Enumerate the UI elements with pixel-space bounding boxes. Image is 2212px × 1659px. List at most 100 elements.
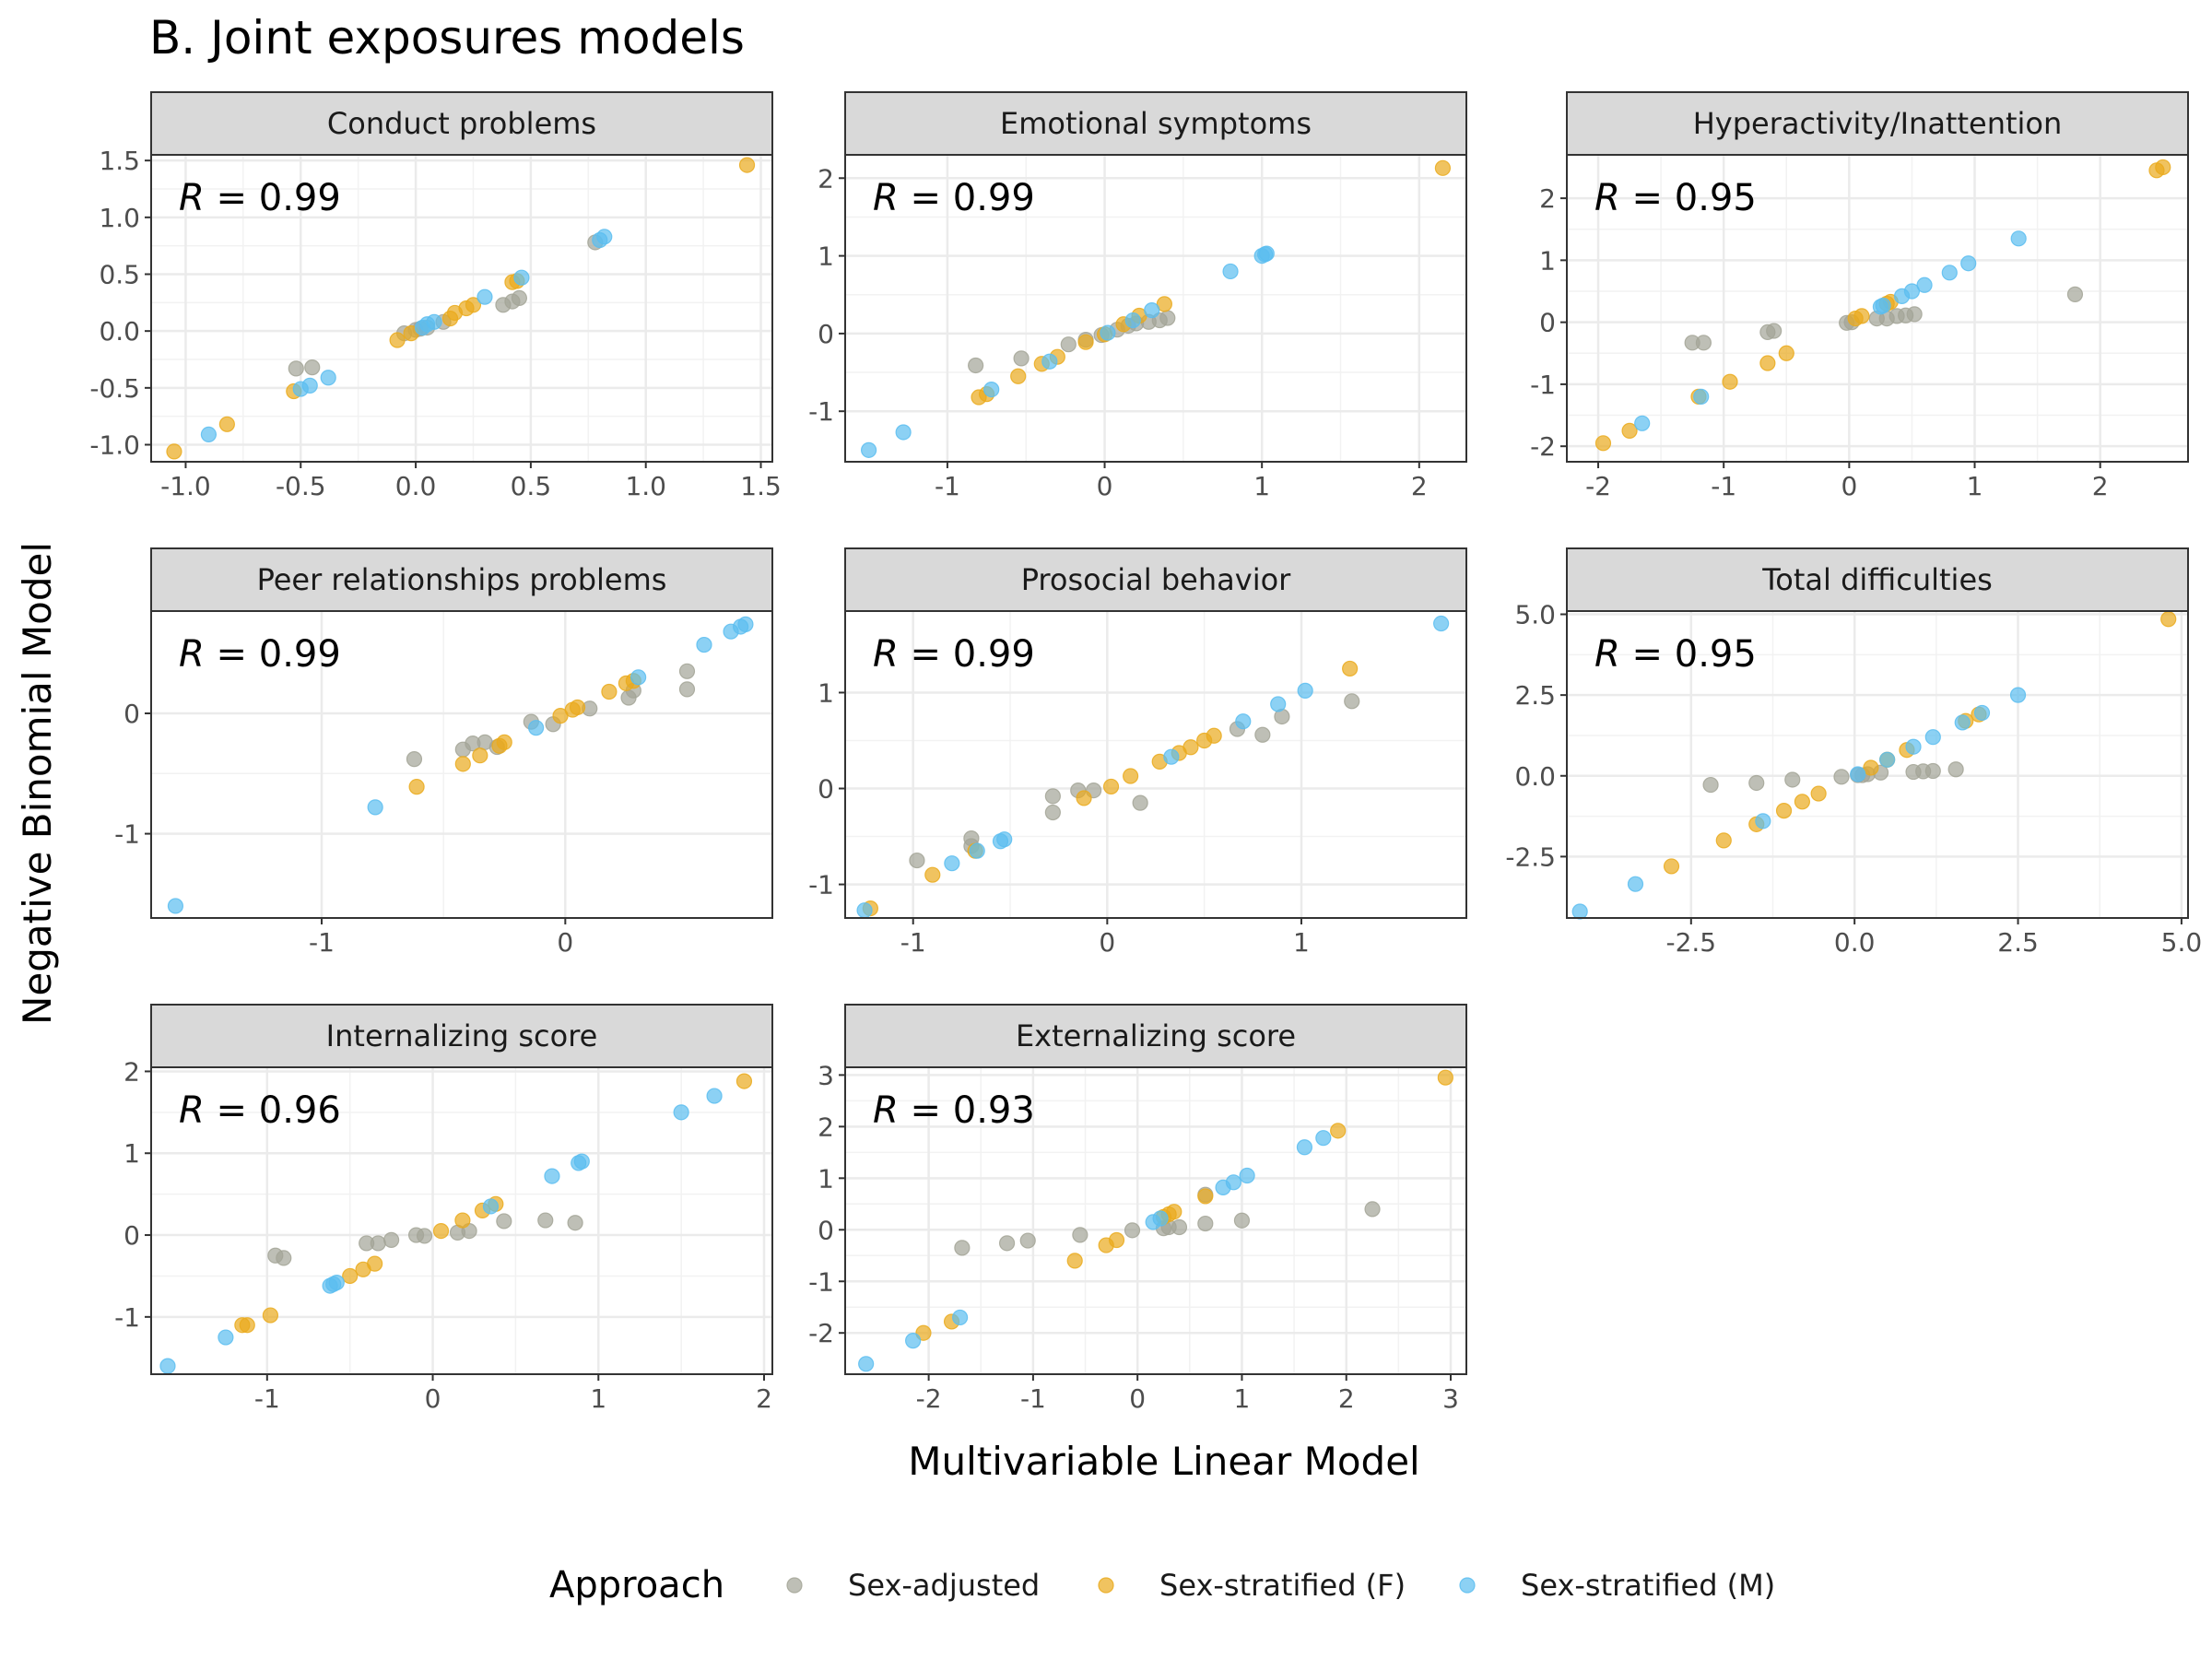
x-tick-label: 0 — [1099, 927, 1115, 958]
strip-internalizing-score — [150, 1004, 773, 1068]
y-tick-label: 2 — [1539, 183, 1556, 214]
point-sex-stratified-f — [1437, 1069, 1453, 1086]
point-sex-stratified-m — [301, 377, 318, 394]
point-sex-stratified-f — [472, 747, 488, 764]
point-sex-adjusted — [1233, 1212, 1251, 1229]
r-annotation: R = 0.95 — [1594, 633, 1757, 676]
point-sex-stratified-m — [860, 441, 877, 458]
x-tick-label: 2 — [756, 1383, 772, 1414]
x-tick-label: -2 — [916, 1383, 942, 1414]
point-sex-stratified-m — [1916, 276, 1933, 293]
x-tick-label: -1 — [1020, 1383, 1046, 1414]
legend-entry-sex-stratified-f: Sex-stratified (F) — [1098, 1568, 1406, 1603]
point-sex-stratified-m — [996, 831, 1013, 848]
y-tick-label: 2 — [124, 1056, 140, 1087]
point-sex-stratified-m — [737, 616, 754, 632]
x-tick-label: 0 — [1097, 471, 1113, 501]
point-sex-stratified-f — [1722, 373, 1738, 390]
point-sex-adjusted — [968, 357, 984, 374]
panel-border — [844, 610, 1467, 919]
point-sex-stratified-f — [1434, 159, 1452, 176]
strip-total-difficulties — [1566, 547, 2189, 612]
point-sex-stratified-f — [1594, 435, 1612, 452]
panels-layer: Conduct problems -1.0 -0.5 0.0 0.5 1.0 1.5 -1.0… — [89, 91, 2202, 1414]
legend-label: Sex-stratified (F) — [1159, 1568, 1406, 1603]
point-sex-adjusted — [567, 1215, 583, 1231]
point-sex-adjusted — [954, 1240, 971, 1256]
point-sex-stratified-f — [342, 1267, 359, 1285]
x-tick-label: -1 — [254, 1383, 280, 1414]
point-sex-stratified-m — [1222, 263, 1239, 280]
y-tick-label: 1 — [818, 241, 834, 272]
point-sex-stratified-m — [1270, 696, 1287, 712]
point-sex-stratified-m — [1041, 353, 1058, 370]
point-sex-adjusted — [1019, 1232, 1036, 1249]
y-tick-label: -2 — [808, 1318, 834, 1348]
x-tick-label: 1 — [1967, 471, 1983, 501]
r-annotation: R = 0.99 — [873, 177, 1035, 219]
point-sex-stratified-f — [367, 1255, 383, 1272]
point-sex-adjusted — [1013, 350, 1030, 367]
point-sex-stratified-m — [513, 269, 530, 286]
point-sex-stratified-m — [630, 669, 647, 686]
legend: Approach Sex-adjusted Sex-stratified (F) S… — [549, 1564, 1775, 1606]
x-tick-label: 0 — [425, 1383, 441, 1414]
x-tick-label: 2 — [1411, 471, 1428, 501]
point-sex-adjusted — [909, 852, 925, 869]
x-tick-label: -1 — [935, 471, 960, 501]
x-tick-label: 2 — [1338, 1383, 1355, 1414]
point-sex-stratified-f — [465, 297, 482, 313]
y-tick-label: 0 — [1539, 308, 1556, 338]
y-axis-title: Negative Binomial Model — [15, 542, 60, 1025]
point-sex-stratified-f — [1759, 355, 1776, 371]
point-sex-stratified-f — [1794, 794, 1811, 810]
strip-label: Hyperactivity/Inattention — [1693, 106, 2063, 141]
chart-title: B. Joint exposures models — [149, 11, 745, 65]
point-sex-adjusted — [416, 1228, 433, 1244]
r-annotation: R = 0.93 — [873, 1089, 1035, 1132]
y-tick-label: 1 — [818, 677, 834, 708]
point-sex-stratified-m — [544, 1168, 560, 1184]
point-sex-stratified-m — [218, 1329, 234, 1346]
point-sex-stratified-m — [944, 855, 960, 872]
r-annotation: R = 0.99 — [179, 177, 341, 219]
y-tick-label: 0.5 — [99, 260, 140, 290]
point-sex-stratified-m — [905, 1333, 922, 1349]
legend-entry-sex-adjusted: Sex-adjusted — [786, 1568, 1040, 1603]
x-tick-label: 0 — [557, 927, 573, 958]
point-sex-adjusted — [304, 359, 321, 376]
point-sex-stratified-m — [1100, 324, 1116, 341]
panel-externalizing-score: Externalizing score -2 -1 0 1 2 3 -2 -1 0 1 2 3 R = 0… — [808, 1004, 1467, 1414]
point-sex-stratified-m — [673, 1104, 689, 1121]
x-tick-label: 0.5 — [511, 471, 552, 501]
y-tick-label: -2 — [1530, 431, 1556, 462]
point-sex-stratified-m — [1315, 1130, 1332, 1147]
x-tick-label: -0.5 — [276, 471, 326, 501]
panel-border — [1566, 610, 2189, 919]
point-sex-stratified-f — [1010, 368, 1027, 384]
point-sex-stratified-m — [969, 842, 985, 859]
r-annotation: R = 0.99 — [873, 633, 1035, 676]
point-sex-stratified-f — [1342, 660, 1359, 677]
point-sex-stratified-m — [1973, 704, 1991, 722]
point-sex-stratified-f — [738, 157, 756, 173]
panel-hyperactivity-inattention: Hyperactivity/Inattention -2 -1 0 1 2 -2 -1 0 1 2 R… — [1530, 91, 2189, 501]
panel-border — [844, 154, 1467, 463]
point-sex-stratified-f — [1123, 768, 1139, 784]
point-sex-stratified-m — [426, 313, 442, 330]
panel-total-difficulties: Total difficulties -2.5 0.0 2.5 5.0 -2.5 0.0 2.… — [1505, 547, 2202, 958]
point-sex-adjusted — [678, 663, 696, 679]
point-sex-adjusted — [1159, 310, 1176, 326]
panel-emotional-symptoms: Emotional symptoms -1 0 1 2 -1 0 1 2 R = 0.99 — [808, 91, 1467, 501]
point-sex-stratified-m — [367, 799, 383, 816]
y-tick-label: 1.5 — [99, 146, 140, 176]
point-sex-adjusted — [1132, 794, 1148, 811]
point-sex-stratified-f — [454, 1212, 471, 1229]
point-sex-stratified-f — [1066, 1253, 1083, 1269]
point-sex-stratified-m — [200, 426, 218, 442]
point-sex-stratified-f — [1853, 308, 1870, 324]
point-sex-stratified-m — [983, 381, 1000, 398]
r-annotation: R = 0.99 — [179, 633, 341, 676]
y-tick-label: 0 — [124, 1220, 140, 1251]
panel-border — [844, 1066, 1467, 1375]
